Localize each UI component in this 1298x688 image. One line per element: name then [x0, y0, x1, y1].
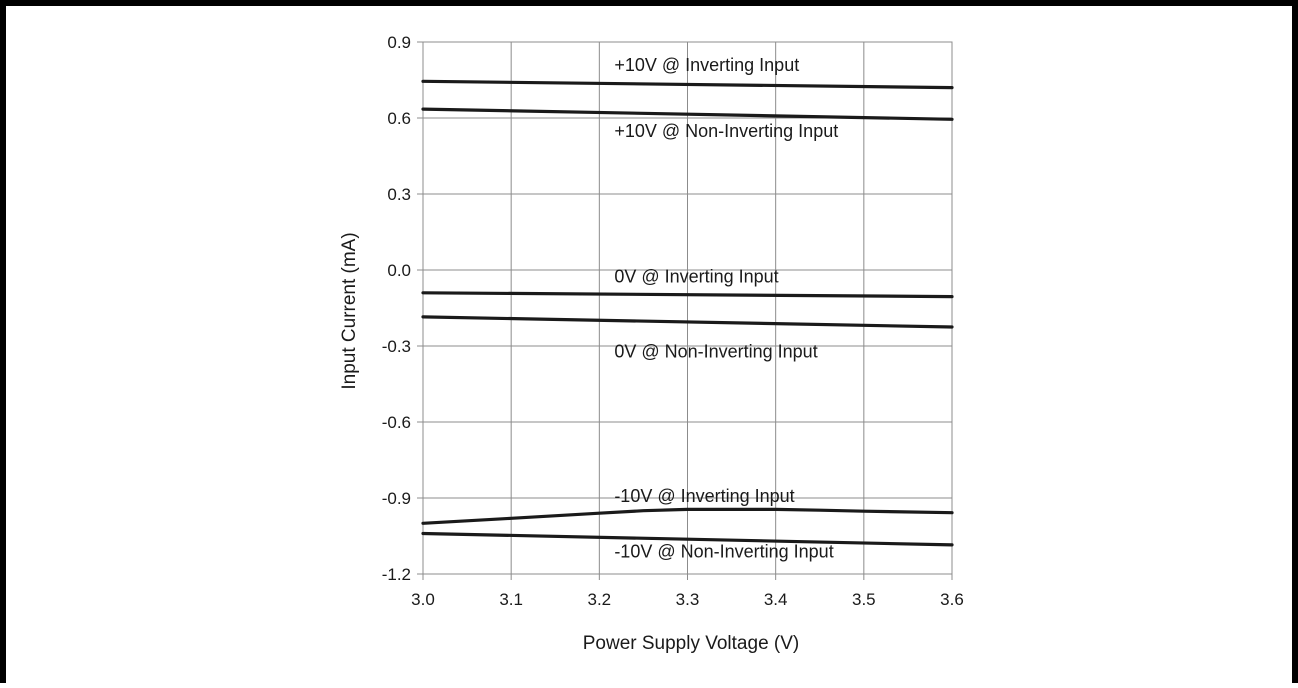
x-tick-label: 3.0 — [411, 590, 435, 609]
x-tick-label: 3.6 — [940, 590, 964, 609]
series-line — [421, 79, 954, 90]
x-tick-label: 3.1 — [499, 590, 523, 609]
series-line — [421, 315, 954, 329]
series-line — [421, 107, 954, 121]
series-annotation: -10V @ Non-Inverting Input — [614, 542, 833, 562]
x-tick-label: 3.2 — [588, 590, 612, 609]
series-line — [421, 531, 954, 547]
plot-border — [422, 41, 953, 575]
y-tick-label: -0.6 — [382, 413, 411, 432]
x-tick-label: 3.4 — [764, 590, 788, 609]
grid — [417, 41, 953, 580]
y-tick-label: 0.9 — [387, 33, 411, 52]
y-tick-label: 0.0 — [387, 261, 411, 280]
series-line — [421, 291, 954, 299]
x-tick-label: 3.5 — [852, 590, 876, 609]
series-lines — [421, 79, 954, 547]
y-tick-label: -1.2 — [382, 565, 411, 584]
y-tick-label: 0.3 — [387, 185, 411, 204]
series-annotations: +10V @ Inverting Input +10V @ Non-Inverti… — [614, 55, 838, 561]
series-annotation: +10V @ Non-Inverting Input — [614, 121, 838, 141]
y-tick-labels: 0.9 0.6 0.3 0.0 -0.3 -0.6 -0.9 -1.2 — [382, 33, 411, 584]
x-axis-title: Power Supply Voltage (V) — [583, 633, 800, 654]
y-tick-label: -0.3 — [382, 337, 411, 356]
series-annotation: +10V @ Inverting Input — [614, 55, 799, 75]
x-tick-labels: 3.0 3.1 3.2 3.3 3.4 3.5 3.6 — [411, 590, 964, 609]
y-tick-label: -0.9 — [382, 489, 411, 508]
series-annotation: 0V @ Non-Inverting Input — [614, 341, 817, 361]
series-line — [421, 507, 954, 525]
y-tick-label: 0.6 — [387, 109, 411, 128]
y-axis-title: Input Current (mA) — [339, 232, 360, 389]
axes — [422, 41, 953, 575]
series-annotation: 0V @ Inverting Input — [614, 267, 778, 287]
line-chart: 3.0 3.1 3.2 3.3 3.4 3.5 3.6 0.9 0.6 0.3 0.0 -0.3 -0… — [339, 33, 964, 654]
series-annotation: -10V @ Inverting Input — [614, 486, 794, 506]
x-tick-label: 3.3 — [676, 590, 700, 609]
